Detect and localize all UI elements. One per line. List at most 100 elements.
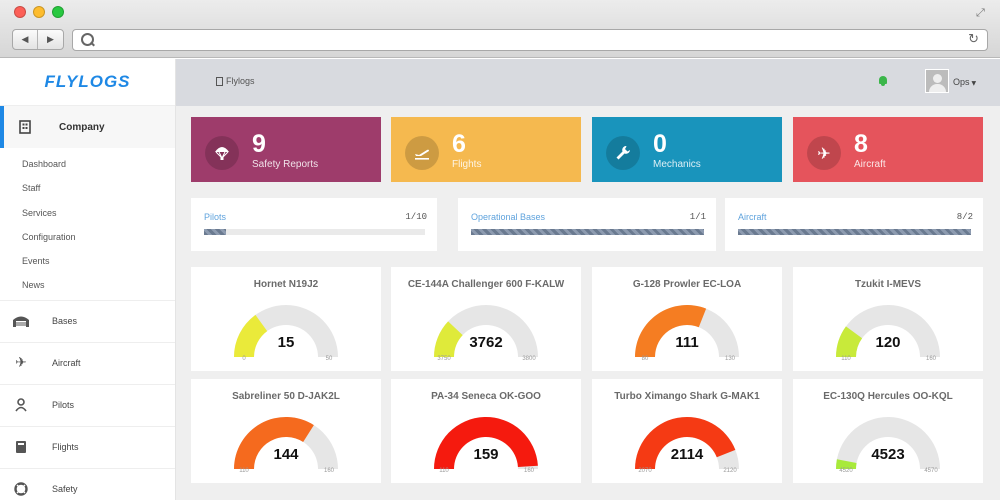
progress-card-operational-bases: Operational Bases 1/1	[458, 198, 716, 251]
sidebar-item-safety[interactable]: Safety	[0, 469, 175, 500]
gauge-title: Turbo Ximango Shark G-MAK1	[614, 391, 760, 402]
browser-nav-buttons: ◀ ▶	[12, 29, 64, 50]
fullscreen-icon[interactable]: ⤢	[976, 6, 985, 19]
gauge-card[interactable]: EC-130Q Hercules OO-KQL 4523 4520 4570	[793, 379, 983, 483]
stat-card-mechanics[interactable]: 0 Mechanics	[592, 117, 782, 182]
top-bar: Flylogs Ops ▼	[176, 59, 1000, 106]
gauge-title: PA-34 Seneca OK-GOO	[431, 391, 541, 402]
gauge-track	[836, 305, 940, 357]
gauge-min: 110	[841, 356, 851, 362]
breadcrumb-label: Flylogs	[226, 76, 255, 86]
progress-card-aircraft: Aircraft 8/2	[725, 198, 983, 251]
gauge-max: 4570	[924, 468, 938, 474]
progress-count: 1/10	[405, 212, 427, 222]
submenu-item-services[interactable]: Services	[22, 207, 57, 218]
progress-fill	[471, 229, 704, 235]
gauge-card[interactable]: Tzukit I-MEVS 120 110 160	[793, 267, 983, 371]
gauge-min: 110	[439, 468, 449, 474]
gauge-fill	[836, 326, 863, 357]
gauge-fill	[836, 459, 857, 469]
gauge-card[interactable]: Sabreliner 50 D-JAK2L 144 110 160	[191, 379, 381, 483]
gauge-min: 4520	[839, 468, 853, 474]
stat-label: Flights	[452, 159, 482, 170]
airplane-icon: ✈	[15, 355, 27, 372]
sidebar: FLYLOGS Company Dashboard Staff Services…	[0, 59, 176, 500]
stat-card-flights[interactable]: 6 Flights	[391, 117, 581, 182]
gauge-max: 130	[724, 356, 735, 362]
gauge-card[interactable]: PA-34 Seneca OK-GOO 159 110 160	[391, 379, 581, 483]
gauge-value: 159	[473, 446, 499, 463]
submenu-item-dashboard[interactable]: Dashboard	[22, 159, 67, 169]
forward-button[interactable]: ▶	[38, 30, 63, 49]
user-name: Ops	[953, 77, 970, 87]
sidebar-item-flights[interactable]: Flights	[0, 427, 175, 469]
sidebar-item-company[interactable]: Company	[0, 106, 175, 148]
dashboard-content: 9 Safety Reports 6 Flights 0 Mechanics ✈…	[176, 106, 1000, 500]
android-icon[interactable]	[878, 75, 888, 87]
company-submenu: Dashboard Staff Services Configuration E…	[0, 148, 175, 301]
gauge-max: 160	[523, 468, 534, 474]
sidebar-item-bases[interactable]: Bases	[0, 301, 175, 343]
sidebar-item-label: Flights	[52, 442, 79, 453]
back-button[interactable]: ◀	[13, 30, 39, 49]
forward-arrow-icon: ▶	[47, 34, 54, 45]
gauge-title: CE-144A Challenger 600 F-KALW	[407, 279, 565, 290]
window-controls	[14, 6, 64, 18]
submenu-item-news[interactable]: News	[22, 280, 45, 291]
zoom-window-button[interactable]	[52, 6, 64, 18]
progress-count: 8/2	[956, 212, 973, 222]
gauge-dial	[836, 305, 940, 357]
stat-label: Aircraft	[854, 159, 886, 170]
gauge-value: 120	[875, 334, 901, 351]
progress-bar	[471, 229, 704, 235]
gauge-card[interactable]: CE-144A Challenger 600 F-KALW 3762 3750 380…	[391, 267, 581, 371]
stat-value: 6	[452, 130, 466, 158]
sidebar-item-pilots[interactable]: Pilots	[0, 385, 175, 427]
browser-chrome: ⤢ ◀ ▶ ↻	[0, 0, 1000, 58]
progress-label[interactable]: Aircraft	[738, 212, 767, 222]
gauge-card[interactable]: Turbo Ximango Shark G-MAK1 2114 2070 2120	[592, 379, 782, 483]
submenu-item-events[interactable]: Events	[22, 256, 50, 267]
progress-label[interactable]: Operational Bases	[471, 212, 546, 222]
gauge-value: 111	[675, 334, 699, 351]
progress-label[interactable]: Pilots	[204, 212, 227, 222]
sidebar-item-aircraft[interactable]: ✈ Aircraft	[0, 343, 175, 385]
submenu-item-staff[interactable]: Staff	[22, 183, 41, 194]
avatar[interactable]	[925, 69, 949, 93]
progress-bar	[204, 229, 425, 235]
stat-card-safety-reports[interactable]: 9 Safety Reports	[191, 117, 381, 182]
wrench-icon	[606, 136, 640, 170]
progress-card-pilots: Pilots 1/10	[191, 198, 437, 251]
app-logo[interactable]: FLYLOGS	[0, 59, 175, 106]
gauge-value: 2114	[670, 446, 704, 463]
gauge-dial	[434, 416, 538, 469]
gauge-min: 80	[641, 356, 649, 362]
close-window-button[interactable]	[14, 6, 26, 18]
user-menu[interactable]: Ops ▼	[953, 77, 976, 87]
gauge-value: 4523	[871, 446, 905, 463]
stat-card-aircraft[interactable]: ✈ 8 Aircraft	[793, 117, 983, 182]
gauge-value: 3762	[469, 334, 503, 351]
gauge-title: Sabreliner 50 D-JAK2L	[232, 391, 340, 402]
gauge-fill	[234, 417, 314, 469]
gauge-title: EC-130Q Hercules OO-KQL	[823, 391, 953, 402]
parachute-icon	[205, 136, 239, 170]
gauge-max: 2120	[723, 468, 737, 474]
submenu-item-configuration[interactable]: Configuration	[22, 231, 76, 242]
progress-count: 1/1	[689, 212, 706, 222]
sidebar-item-label: Bases	[52, 316, 78, 327]
stat-value: 8	[854, 130, 868, 158]
sidebar-item-label: Company	[59, 121, 105, 133]
reload-icon[interactable]: ↻	[968, 32, 979, 47]
gauge-track	[836, 417, 940, 469]
gauge-max: 160	[323, 468, 334, 474]
gauge-dial	[635, 305, 739, 357]
minimize-window-button[interactable]	[33, 6, 45, 18]
breadcrumb[interactable]: Flylogs	[216, 76, 255, 86]
back-arrow-icon: ◀	[21, 34, 29, 45]
gauge-dial	[434, 305, 538, 357]
gauge-card[interactable]: G-128 Prowler EC-LOA 111 80 130	[592, 267, 782, 371]
gauge-card[interactable]: Hornet N19J2 15 0 50	[191, 267, 381, 371]
building-icon	[16, 119, 34, 135]
address-bar[interactable]: ↻	[72, 29, 988, 51]
